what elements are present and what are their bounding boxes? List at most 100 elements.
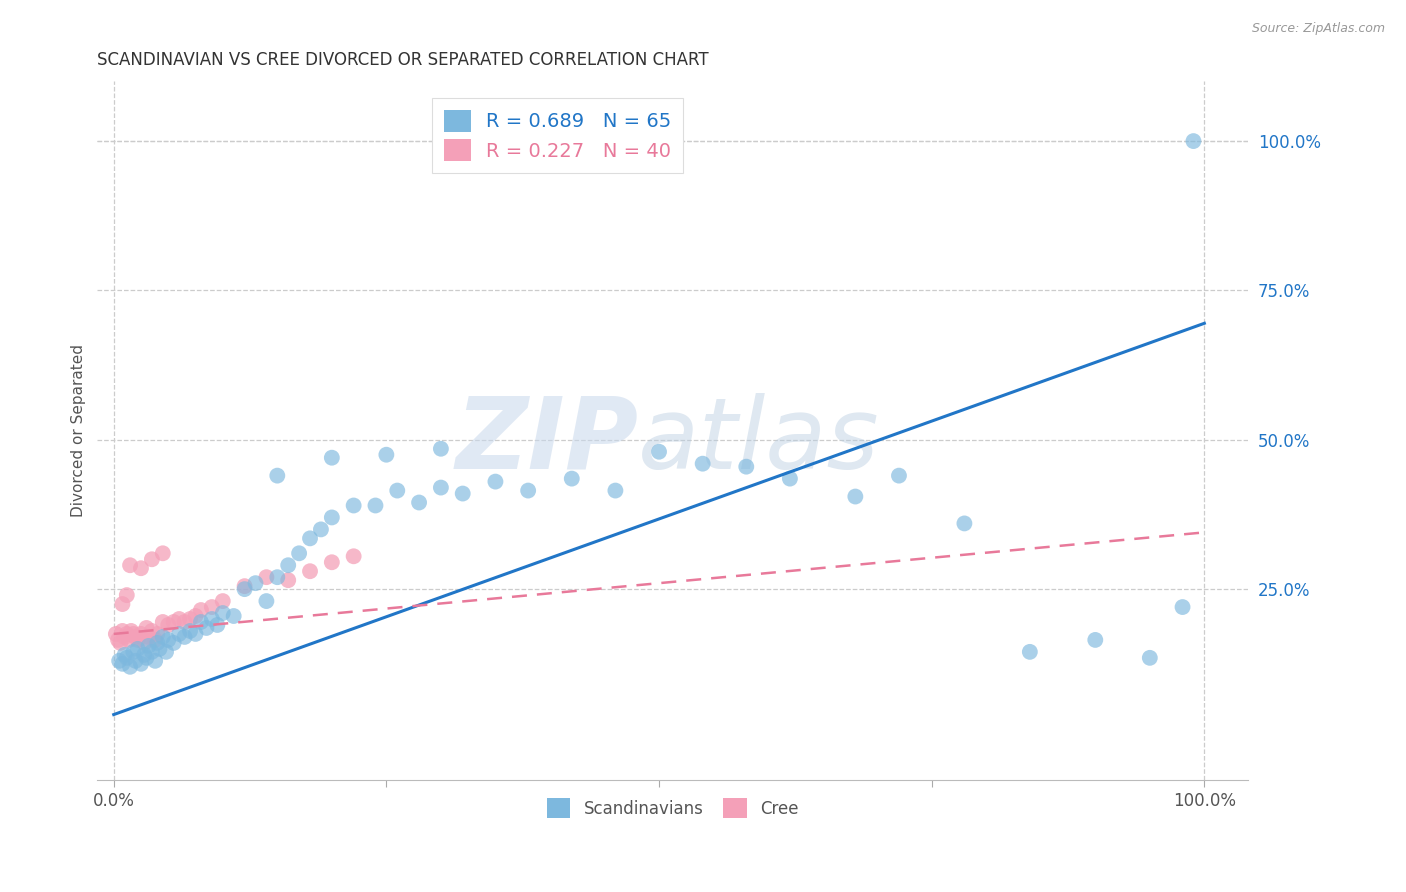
Point bbox=[141, 645, 163, 659]
Point bbox=[430, 442, 453, 456]
Point bbox=[211, 606, 233, 620]
Point bbox=[517, 483, 540, 498]
Point bbox=[107, 632, 129, 647]
Point bbox=[143, 654, 166, 668]
Point bbox=[201, 612, 224, 626]
Point bbox=[122, 627, 145, 641]
Point bbox=[201, 600, 224, 615]
Point bbox=[288, 546, 311, 560]
Point bbox=[143, 632, 166, 647]
Point bbox=[135, 621, 157, 635]
Point bbox=[120, 558, 142, 573]
Point bbox=[129, 561, 152, 575]
Point bbox=[129, 627, 152, 641]
Point bbox=[299, 564, 322, 578]
Point bbox=[114, 630, 136, 644]
Point bbox=[120, 660, 142, 674]
Point bbox=[124, 630, 146, 644]
Point bbox=[173, 615, 195, 629]
Point bbox=[299, 532, 322, 546]
Point bbox=[207, 618, 229, 632]
Point bbox=[167, 627, 190, 641]
Point bbox=[321, 510, 343, 524]
Point bbox=[179, 624, 201, 638]
Point bbox=[163, 636, 186, 650]
Point bbox=[1139, 650, 1161, 665]
Point bbox=[120, 624, 142, 638]
Point bbox=[141, 624, 163, 638]
Point bbox=[451, 486, 474, 500]
Point bbox=[108, 654, 131, 668]
Point bbox=[648, 444, 671, 458]
Point bbox=[387, 483, 409, 498]
Point bbox=[343, 499, 366, 513]
Point bbox=[157, 618, 180, 632]
Point bbox=[1018, 645, 1040, 659]
Point bbox=[167, 612, 190, 626]
Point bbox=[111, 597, 134, 611]
Point bbox=[155, 645, 177, 659]
Point bbox=[184, 627, 207, 641]
Point bbox=[118, 632, 141, 647]
Point bbox=[124, 654, 146, 668]
Point bbox=[735, 459, 758, 474]
Point bbox=[184, 609, 207, 624]
Point bbox=[887, 468, 910, 483]
Y-axis label: Divorced or Separated: Divorced or Separated bbox=[72, 344, 86, 517]
Point bbox=[343, 549, 366, 564]
Point bbox=[146, 627, 169, 641]
Point bbox=[277, 558, 299, 573]
Point bbox=[111, 657, 134, 671]
Point bbox=[134, 636, 156, 650]
Point bbox=[134, 648, 156, 662]
Point bbox=[277, 573, 299, 587]
Point bbox=[321, 555, 343, 569]
Point bbox=[190, 603, 212, 617]
Point bbox=[157, 632, 180, 647]
Point bbox=[953, 516, 976, 531]
Point bbox=[561, 472, 583, 486]
Point bbox=[1084, 632, 1107, 647]
Point bbox=[266, 570, 288, 584]
Point bbox=[195, 621, 218, 635]
Point bbox=[179, 612, 201, 626]
Text: ZIP: ZIP bbox=[456, 392, 638, 490]
Point bbox=[110, 636, 132, 650]
Point bbox=[114, 648, 136, 662]
Point bbox=[211, 594, 233, 608]
Point bbox=[605, 483, 627, 498]
Point bbox=[135, 650, 157, 665]
Point bbox=[1171, 600, 1194, 615]
Point bbox=[375, 448, 398, 462]
Point bbox=[146, 636, 169, 650]
Point bbox=[138, 630, 160, 644]
Point bbox=[148, 641, 170, 656]
Point bbox=[127, 641, 149, 656]
Point bbox=[115, 627, 138, 641]
Text: atlas: atlas bbox=[638, 392, 880, 490]
Point bbox=[430, 481, 453, 495]
Point bbox=[122, 645, 145, 659]
Point bbox=[844, 490, 866, 504]
Point bbox=[321, 450, 343, 465]
Point bbox=[233, 579, 256, 593]
Point bbox=[104, 627, 127, 641]
Point bbox=[692, 457, 714, 471]
Point bbox=[233, 582, 256, 596]
Point bbox=[245, 576, 267, 591]
Text: Source: ZipAtlas.com: Source: ZipAtlas.com bbox=[1251, 22, 1385, 36]
Point bbox=[127, 632, 149, 647]
Point bbox=[254, 594, 277, 608]
Point bbox=[364, 499, 387, 513]
Point bbox=[222, 609, 245, 624]
Point bbox=[152, 615, 174, 629]
Point bbox=[111, 624, 134, 638]
Point bbox=[1182, 134, 1205, 148]
Point bbox=[408, 495, 430, 509]
Point bbox=[141, 552, 163, 566]
Point bbox=[779, 472, 801, 486]
Point bbox=[138, 639, 160, 653]
Point bbox=[190, 615, 212, 629]
Point bbox=[152, 546, 174, 560]
Text: SCANDINAVIAN VS CREE DIVORCED OR SEPARATED CORRELATION CHART: SCANDINAVIAN VS CREE DIVORCED OR SEPARAT… bbox=[97, 51, 709, 69]
